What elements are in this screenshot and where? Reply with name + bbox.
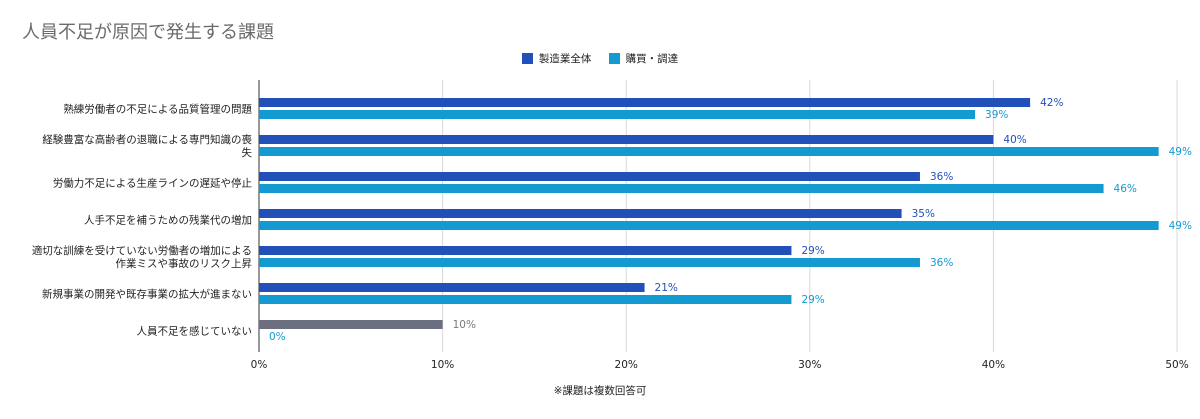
data-label-series-2: 29% xyxy=(801,294,824,306)
category-label: 新規事業の開発や既存事業の拡大が進まない xyxy=(42,288,252,301)
bar-series-2 xyxy=(259,110,976,119)
bar-series-2 xyxy=(259,184,1104,193)
legend-item-series-2: 購買・調達 xyxy=(608,51,679,66)
category-label: 作業ミスや事故のリスク上昇 xyxy=(116,257,253,270)
data-label-series-1: 40% xyxy=(1003,134,1026,146)
legend-label-series-1: 製造業全体 xyxy=(538,53,592,65)
data-label-series-2: 39% xyxy=(985,109,1008,121)
bar-series-1 xyxy=(259,172,920,181)
data-label-series-2: 0% xyxy=(269,331,286,343)
bar-series-2 xyxy=(259,147,1159,156)
data-label-series-2: 46% xyxy=(1114,183,1137,195)
data-label-series-2: 49% xyxy=(1169,146,1192,158)
category-label: 熟練労働者の不足による品質管理の問題 xyxy=(63,103,252,116)
category-label: 適切な訓練を受けていない労働者の増加による xyxy=(32,244,252,257)
x-tick-label: 0% xyxy=(251,359,268,371)
legend: 製造業全体 購買・調達 xyxy=(0,51,1200,66)
data-label-series-1: 29% xyxy=(801,245,824,257)
category-label: 人手不足を補うための残業代の増加 xyxy=(84,214,252,227)
x-tick-label: 30% xyxy=(798,359,821,371)
bar-series-2 xyxy=(259,295,792,304)
data-label-series-1: 35% xyxy=(912,208,935,220)
data-label-series-1: 36% xyxy=(930,171,953,183)
x-tick-label: 10% xyxy=(431,359,454,371)
legend-label-series-2: 購買・調達 xyxy=(625,53,679,65)
category-label: 人員不足を感じていない xyxy=(137,325,253,338)
x-tick-label: 50% xyxy=(1165,359,1188,371)
bar-series-1 xyxy=(259,283,645,292)
legend-swatch-series-2 xyxy=(608,53,620,64)
bar-series-1 xyxy=(259,209,902,218)
chart-title: 人員不足が原因で発生する課題 xyxy=(22,22,274,43)
data-label-series-2: 49% xyxy=(1169,220,1192,232)
x-tick-label: 40% xyxy=(982,359,1005,371)
bar-series-1 xyxy=(259,246,792,255)
bar-series-1 xyxy=(259,98,1031,107)
category-label: 労働力不足による生産ラインの遅延や停止 xyxy=(53,177,252,190)
data-label-series-1: 21% xyxy=(655,282,678,294)
category-label: 経験豊富な高齢者の退職による専門知識の喪 xyxy=(42,133,252,146)
legend-item-series-1: 製造業全体 xyxy=(521,51,592,66)
bar-series-2 xyxy=(259,221,1159,230)
footnote: ※課題は複数回答可 xyxy=(553,385,647,397)
bar-series-1 xyxy=(259,135,994,144)
data-label-series-2: 36% xyxy=(930,257,953,269)
data-label-series-1: 10% xyxy=(453,319,476,331)
bar-series-1 xyxy=(259,320,443,329)
category-label: 失 xyxy=(242,146,253,159)
x-tick-label: 20% xyxy=(615,359,638,371)
data-label-series-1: 42% xyxy=(1040,97,1063,109)
bar-series-2 xyxy=(259,258,920,267)
legend-swatch-series-1 xyxy=(521,53,533,64)
